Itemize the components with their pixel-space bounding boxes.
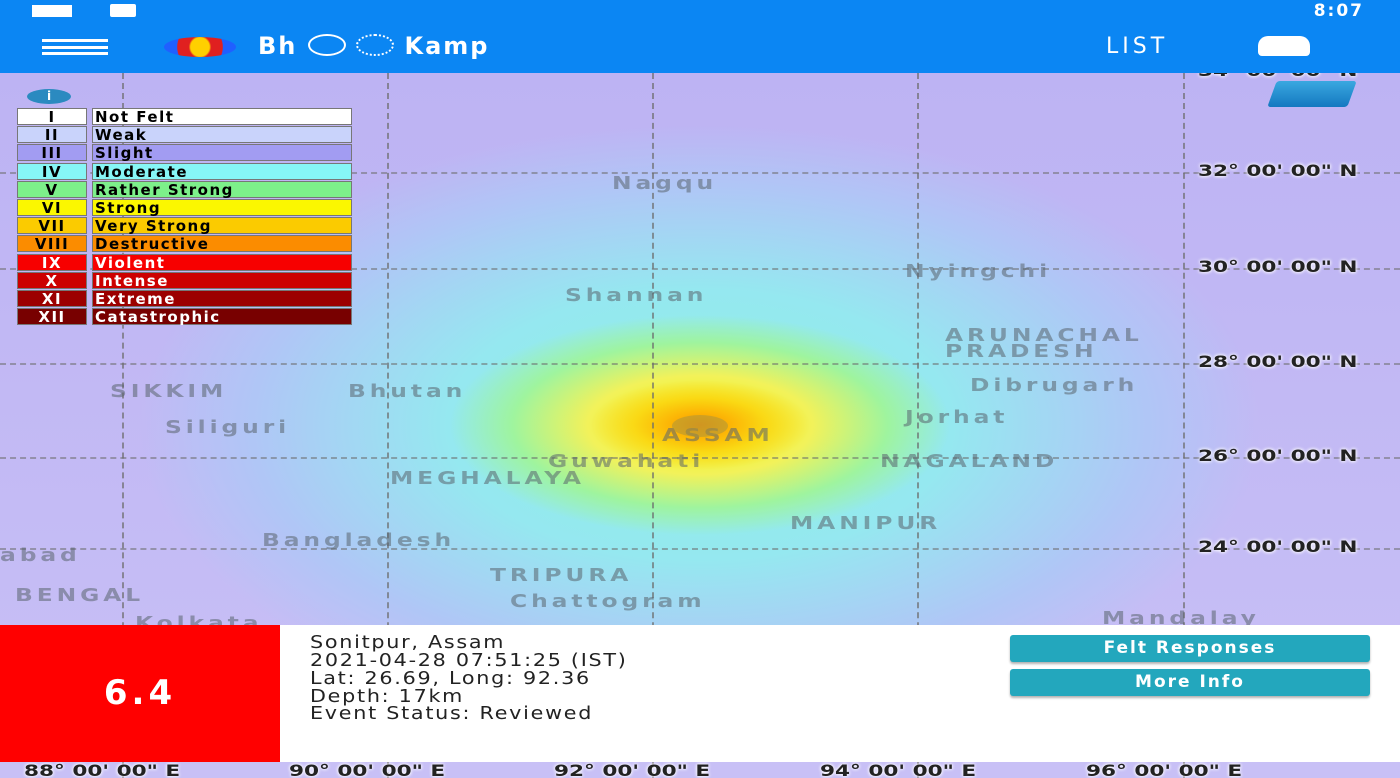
legend-label: Catastrophic [92,308,352,326]
longitude-label: 92° 00' 00" E [554,761,711,778]
place-label: Bangladesh [262,530,456,551]
more-info-button[interactable]: More Info [1010,669,1370,696]
longitude-label: 88° 00' 00" E [24,761,181,778]
event-place: Sonitpur, Assam [310,632,506,653]
longitude-label: 90° 00' 00" E [289,761,446,778]
place-label: Bhutan [348,381,467,402]
grid-line [917,73,919,778]
place-label: abad [0,545,81,566]
brand-text: Bh [258,32,298,60]
legend-level: VII [17,217,87,235]
place-label: Nagqu [612,173,718,194]
felt-responses-button[interactable]: Felt Responses [1010,635,1370,662]
status-icon [32,5,72,17]
place-label: Guwahati [548,451,705,472]
legend-label: Moderate [92,162,352,180]
latitude-label: 32° 00' 00" N [1198,161,1358,180]
brand-text: Kamp [404,32,490,60]
legend-level: IX [17,253,87,271]
legend-label: Violent [92,253,352,271]
latitude-label: 26° 00' 00" N [1198,446,1358,465]
grid-line [0,548,1400,550]
legend-label: Slight [92,144,352,162]
legend-level: I [17,108,87,126]
place-label: Siliguri [165,417,291,438]
legend-label: Intense [92,271,352,289]
globe-icon [356,34,395,56]
menu-button[interactable] [42,39,108,55]
grid-line [1183,73,1185,778]
grid-line [122,73,124,778]
event-coords: Lat: 26.69, Long: 92.36 [310,668,591,689]
legend-label: Weak [92,126,352,144]
longitude-label: 96° 00' 00" E [1086,761,1243,778]
event-status: Event Status: Reviewed [310,703,594,724]
app-bar: Bh Kamp LIST [0,22,1400,73]
grid-line [0,363,1400,365]
event-panel: 6.4 Sonitpur, Assam 2021-04-28 07:51:25 … [0,625,1400,762]
place-label: NAGALAND [880,451,1059,472]
legend-label: Very Strong [92,217,352,235]
legend-label: Rather Strong [92,180,352,198]
legend-level: IV [17,162,87,180]
legend-level: III [17,144,87,162]
grid-line [0,172,1400,174]
place-label: Jorhat [905,407,1009,428]
globe-icon [307,34,346,56]
logo [164,37,236,57]
legend-level: V [17,180,87,198]
grid-line [0,457,1400,459]
magnitude: 6.4 [0,625,280,762]
event-depth: Depth: 17km [310,686,465,707]
legend-level: VI [17,199,87,217]
latitude-label: 30° 00' 00" N [1198,257,1358,276]
legend-label: Extreme [92,290,352,308]
latitude-label: 34° 00' 00" N [1198,73,1357,80]
place-label: TRIPURA [490,565,633,586]
brand: Bh Kamp [258,32,489,60]
place-label: MEGHALAYA [390,468,585,489]
status-bar: 8:07 [0,0,1400,22]
place-label: MANIPUR [790,513,942,534]
place-label: Dibrugarh [970,375,1139,396]
latitude-label: 24° 00' 00" N [1198,537,1358,556]
place-label: Chattogram [510,591,706,612]
place-label: ARUNACHAL [945,325,1143,346]
latitude-label: 28° 00' 00" N [1198,352,1358,371]
place-label: Shannan [565,285,708,306]
grid-line [0,268,1400,270]
epicenter[interactable] [672,415,728,437]
legend-info-icon: i [27,89,71,104]
event-datetime: 2021-04-28 07:51:25 (IST) [310,650,628,671]
place-label: Nyingchi [905,261,1052,282]
legend-level: II [17,126,87,144]
layers-button[interactable] [1267,81,1357,107]
legend-label: Not Felt [92,108,352,126]
place-label: SIKKIM [110,381,228,402]
place-label: PRADESH [945,341,1098,362]
longitude-label: 94° 00' 00" E [820,761,977,778]
status-icon [110,4,136,17]
place-label: Mandalay [1102,608,1260,629]
legend-level: X [17,271,87,289]
legend-level: XI [17,290,87,308]
clock: 8:07 [1313,1,1364,21]
grid-line [387,73,389,778]
legend-label: Destructive [92,235,352,253]
profile-button[interactable] [1258,36,1310,56]
legend-level: VIII [17,235,87,253]
grid-line [652,73,654,778]
legend-level: XII [17,308,87,326]
legend-label: Strong [92,199,352,217]
place-label: BENGAL [15,585,145,606]
list-button[interactable]: LIST [1106,34,1169,59]
